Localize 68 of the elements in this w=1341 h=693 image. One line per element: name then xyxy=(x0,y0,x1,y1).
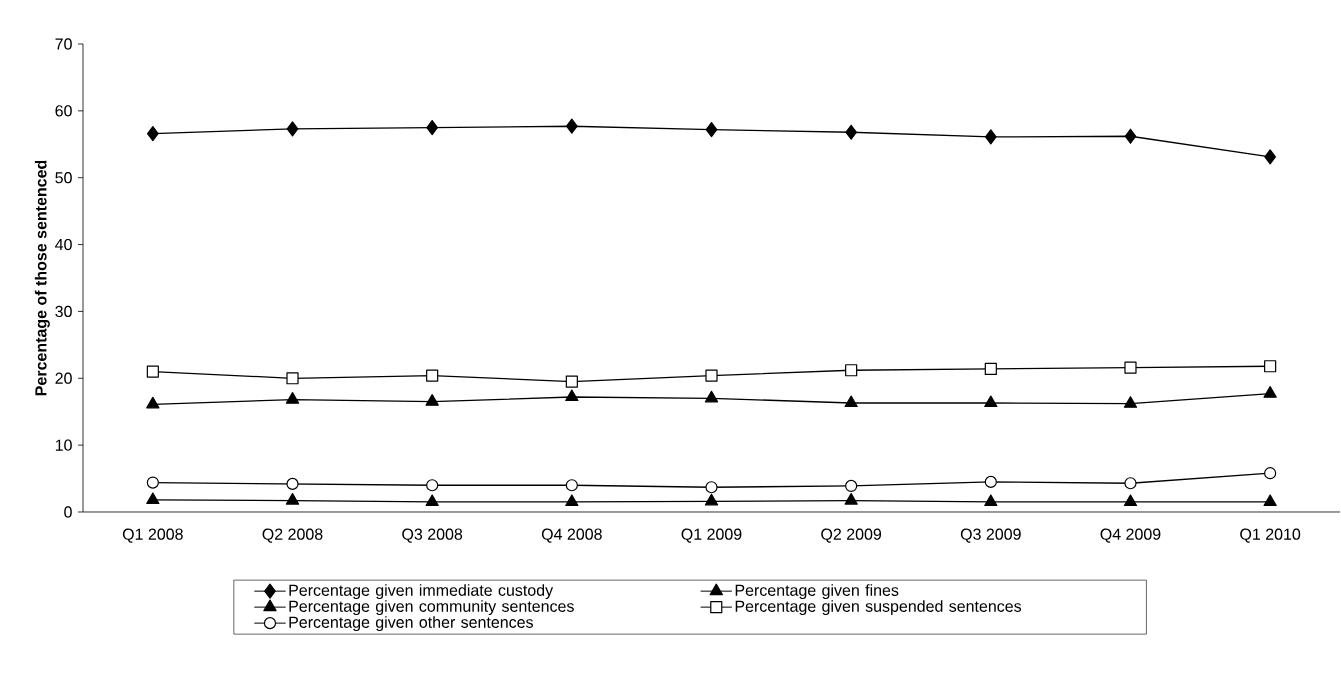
y-axis-title: Percentage of those sentenced xyxy=(34,160,50,396)
y-tick-label: 40 xyxy=(55,238,72,251)
y-tick-label: 20 xyxy=(55,372,72,384)
point xyxy=(146,476,159,489)
point xyxy=(984,395,998,408)
y-tick-label: 10 xyxy=(55,439,72,451)
point xyxy=(425,494,439,507)
point xyxy=(845,479,858,493)
point xyxy=(565,375,578,388)
point xyxy=(565,479,578,492)
legend-label: Percentage given suspended sentences xyxy=(735,600,1022,616)
y-tick-label: 70 xyxy=(55,38,72,50)
x-tick-label: Q4 2008 xyxy=(541,528,602,543)
point xyxy=(565,494,579,507)
point xyxy=(705,121,718,138)
point xyxy=(844,493,858,505)
point xyxy=(286,121,299,137)
point xyxy=(146,365,159,378)
point xyxy=(146,492,160,505)
point xyxy=(1264,467,1277,480)
y-tick-label: 0 xyxy=(64,506,72,518)
point xyxy=(984,129,997,145)
point xyxy=(285,493,300,505)
x-tick-label: Q1 2010 xyxy=(1240,528,1301,543)
x-tick-label: Q3 2008 xyxy=(402,528,463,543)
point xyxy=(705,481,718,494)
x-tick-label: Q3 2009 xyxy=(960,528,1021,543)
point xyxy=(704,493,719,506)
point xyxy=(1123,494,1138,507)
legend-label: Percentage given immediate custody xyxy=(289,584,554,600)
x-tick-label: Q4 2009 xyxy=(1100,528,1161,543)
point xyxy=(705,369,718,382)
point xyxy=(565,118,578,134)
point xyxy=(425,394,439,406)
point xyxy=(984,475,997,488)
point xyxy=(844,395,858,408)
point xyxy=(984,362,997,376)
point xyxy=(1124,128,1137,144)
point xyxy=(845,124,858,140)
x-tick-label: Q1 2009 xyxy=(681,528,742,543)
legend-label: Percentage given fines xyxy=(735,584,899,600)
y-tick-label: 50 xyxy=(55,172,72,184)
point xyxy=(426,479,439,492)
point xyxy=(286,477,299,491)
point xyxy=(146,396,160,409)
point xyxy=(984,494,998,507)
point xyxy=(1263,494,1277,507)
point xyxy=(426,119,439,136)
y-tick-label: 30 xyxy=(55,305,72,318)
x-tick-label: Q1 2008 xyxy=(122,528,183,543)
point xyxy=(1264,149,1276,165)
point xyxy=(565,389,579,402)
legend-label: Percentage given community sentences xyxy=(289,600,574,616)
point xyxy=(146,125,159,142)
x-tick-label: Q2 2008 xyxy=(262,528,323,543)
point xyxy=(704,390,719,403)
point xyxy=(286,372,299,385)
point xyxy=(1124,477,1137,490)
point xyxy=(845,364,858,377)
y-tick-label: 60 xyxy=(55,105,72,117)
point xyxy=(1263,386,1277,398)
x-tick-label: Q2 2009 xyxy=(821,528,882,543)
point xyxy=(426,369,439,382)
point xyxy=(1123,396,1138,408)
point xyxy=(1264,360,1277,373)
point xyxy=(1124,361,1137,374)
legend-label: Percentage given other sentences xyxy=(289,616,533,632)
point xyxy=(285,392,300,404)
